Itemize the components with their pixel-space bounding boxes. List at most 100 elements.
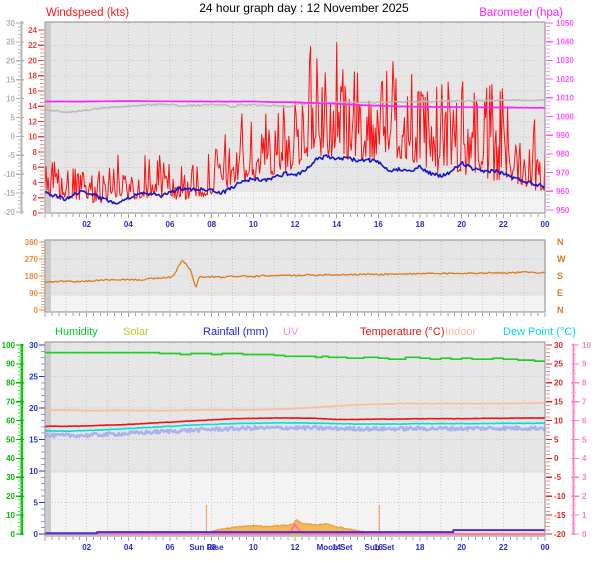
svg-text:1040: 1040 — [556, 38, 574, 47]
solar-series — [204, 519, 385, 535]
svg-text:60: 60 — [6, 416, 15, 425]
svg-text:10: 10 — [6, 511, 15, 520]
legend-solar: Solar — [123, 326, 149, 338]
svg-text:N: N — [557, 237, 564, 247]
uv-series — [45, 523, 545, 535]
svg-text:1000: 1000 — [556, 112, 574, 121]
trend-gray-series — [44, 98, 546, 114]
windspeed-axis-title: Windspeed (kts) — [46, 7, 130, 19]
svg-text:90: 90 — [6, 360, 15, 369]
svg-text:E: E — [557, 288, 563, 298]
svg-text:02: 02 — [82, 543, 91, 552]
svg-text:25: 25 — [554, 360, 563, 369]
svg-text:950: 950 — [556, 206, 570, 215]
svg-text:10: 10 — [28, 133, 37, 142]
barometer-axis-title: Barometer (hpa) — [479, 7, 563, 19]
svg-text:30: 30 — [6, 473, 15, 482]
svg-text:960: 960 — [556, 187, 570, 196]
wind-direction-series — [44, 259, 546, 288]
svg-text:80: 80 — [6, 379, 15, 388]
svg-text:70: 70 — [6, 398, 15, 407]
x-axis-strip-top: 02 04 06 08 10 12 14 16 18 20 22 00 — [44, 214, 550, 229]
svg-text:0: 0 — [34, 306, 39, 315]
svg-text:25: 25 — [6, 38, 15, 47]
legend-uv: UV — [283, 326, 299, 338]
svg-text:08: 08 — [207, 543, 216, 552]
svg-text:50: 50 — [6, 435, 15, 444]
x-axis-strip-middle — [44, 313, 546, 317]
legend-rainfall: Rainfall (mm) — [203, 326, 269, 338]
svg-text:14: 14 — [28, 102, 37, 111]
svg-text:W: W — [557, 254, 566, 264]
svg-text:0: 0 — [33, 209, 38, 218]
svg-text:15: 15 — [29, 435, 38, 444]
svg-text:1030: 1030 — [556, 56, 574, 65]
svg-text:25: 25 — [29, 372, 38, 381]
svg-text:16: 16 — [28, 87, 37, 96]
svg-text:9: 9 — [582, 360, 587, 369]
svg-text:360: 360 — [25, 238, 39, 247]
svg-text:100: 100 — [2, 341, 16, 350]
svg-text:-15: -15 — [554, 511, 566, 520]
svg-text:5: 5 — [582, 435, 587, 444]
svg-text:970: 970 — [556, 168, 570, 177]
dew-point-series — [44, 421, 545, 433]
svg-text:0: 0 — [11, 132, 16, 141]
multi-sensor-panel: 1009080706050403020100302520151050302520… — [2, 341, 592, 539]
x-axis-strip-bottom: 02 04 06 08 10 12 14 16 18 20 22 00 Sun Rise Moon Set… — [44, 537, 550, 552]
svg-text:90: 90 — [29, 289, 38, 298]
svg-text:04: 04 — [124, 220, 133, 229]
svg-text:10: 10 — [29, 467, 38, 476]
svg-text:-10: -10 — [3, 170, 15, 179]
event-label: Sun Set — [364, 543, 394, 552]
svg-text:12: 12 — [291, 220, 300, 229]
svg-text:40: 40 — [6, 454, 15, 463]
svg-text:3: 3 — [582, 473, 587, 482]
barometer-series — [44, 100, 546, 109]
svg-text:1020: 1020 — [556, 75, 574, 84]
svg-text:16: 16 — [374, 220, 383, 229]
svg-text:0: 0 — [554, 454, 559, 463]
windspeed-barometer-panel: 302520151050-5-10-15-2024222018161412108… — [3, 19, 574, 218]
svg-text:15: 15 — [554, 398, 563, 407]
svg-text:20: 20 — [6, 492, 15, 501]
svg-text:N: N — [557, 305, 564, 315]
svg-text:24: 24 — [28, 26, 37, 35]
svg-text:30: 30 — [29, 341, 38, 350]
svg-text:10: 10 — [554, 416, 563, 425]
svg-text:22: 22 — [499, 543, 508, 552]
windspeed-gusts-series — [44, 42, 546, 204]
svg-text:0: 0 — [582, 530, 587, 539]
svg-text:02: 02 — [82, 220, 91, 229]
svg-text:10: 10 — [6, 94, 15, 103]
svg-text:270: 270 — [25, 255, 39, 264]
svg-text:14: 14 — [332, 543, 341, 552]
svg-text:10: 10 — [249, 543, 258, 552]
svg-text:7: 7 — [582, 398, 587, 407]
svg-text:20: 20 — [554, 379, 563, 388]
svg-text:20: 20 — [29, 404, 38, 413]
svg-text:8: 8 — [33, 148, 38, 157]
svg-text:S: S — [557, 271, 563, 281]
svg-text:1010: 1010 — [556, 94, 574, 103]
svg-text:6: 6 — [582, 416, 587, 425]
svg-text:990: 990 — [556, 131, 570, 140]
svg-text:-15: -15 — [3, 189, 15, 198]
event-label: Moon Set — [317, 543, 353, 552]
svg-text:2: 2 — [582, 492, 587, 501]
svg-text:30: 30 — [6, 19, 15, 28]
svg-text:30: 30 — [554, 341, 563, 350]
svg-text:-5: -5 — [8, 151, 16, 160]
rainfall-series — [45, 529, 545, 535]
svg-text:18: 18 — [416, 220, 425, 229]
svg-text:-20: -20 — [554, 530, 566, 539]
svg-text:06: 06 — [166, 220, 175, 229]
event-label: Sun Rise — [189, 543, 224, 552]
svg-text:00: 00 — [541, 543, 550, 552]
feels-band-series — [44, 424, 547, 439]
svg-text:-5: -5 — [554, 473, 562, 482]
svg-text:08: 08 — [207, 220, 216, 229]
temperature-series — [45, 417, 546, 428]
